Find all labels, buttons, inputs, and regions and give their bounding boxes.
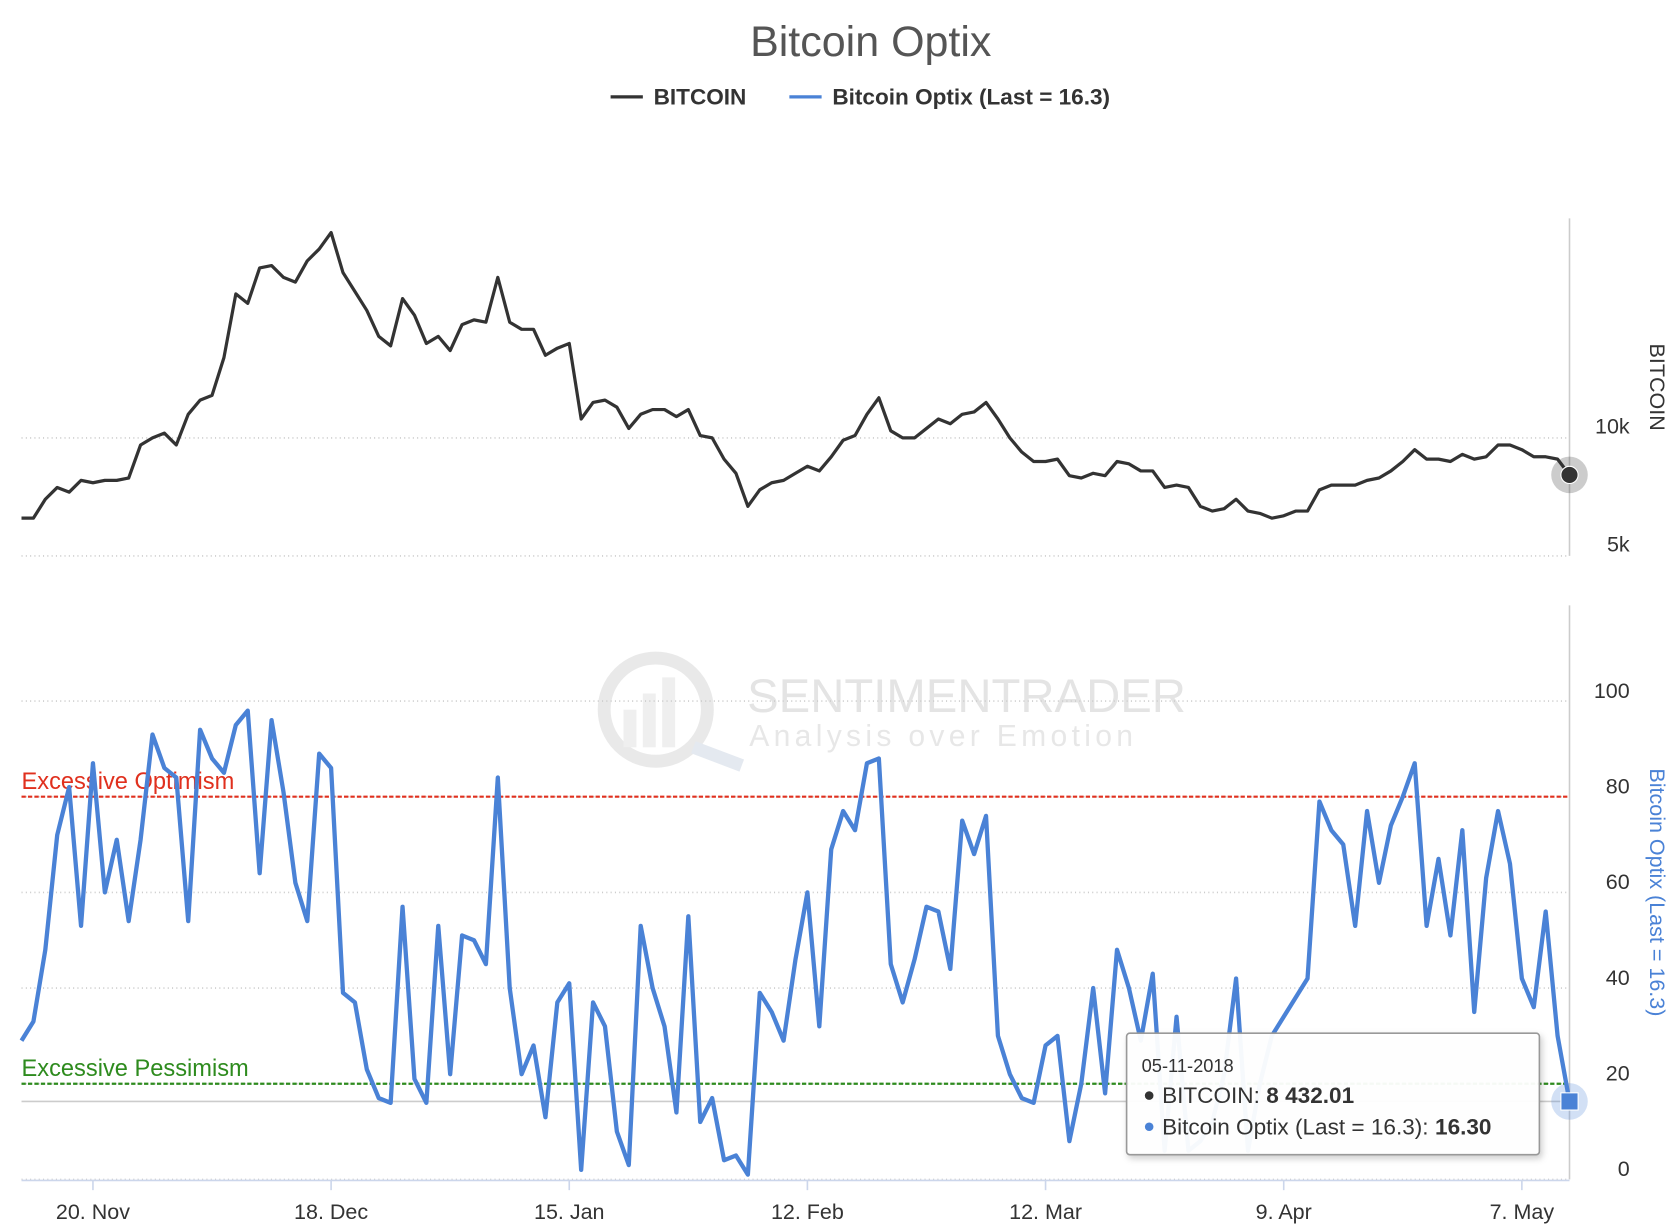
tooltip-value: 8 432.01 — [1266, 1083, 1354, 1108]
watermark-icon — [691, 741, 745, 772]
y-tick-label: 10k — [1595, 415, 1630, 439]
tooltip-label: BITCOIN: — [1162, 1083, 1260, 1108]
watermark-subtitle: Analysis over Emotion — [749, 720, 1137, 753]
tooltip-dot — [1144, 1091, 1154, 1100]
tooltip-box — [1125, 1032, 1541, 1156]
x-tick-label: 15. Jan — [534, 1200, 605, 1224]
tooltip-value: 16.30 — [1435, 1114, 1491, 1139]
series-line — [19, 708, 1572, 1177]
tooltip-title: 05-11-2018 — [1142, 1055, 1234, 1076]
y-axis-title: BITCOIN — [1645, 344, 1669, 431]
tooltip-label: Bitcoin Optix (Last = 16.3): — [1162, 1114, 1429, 1139]
y2-tick-label: 100 — [1594, 679, 1630, 703]
y2-tick-label: 40 — [1606, 966, 1630, 990]
last-marker — [1560, 1092, 1579, 1111]
watermark: SENTIMENTRADER Analysis over Emotion — [597, 651, 1186, 772]
legend-label: Bitcoin Optix (Last = 16.3) — [832, 84, 1110, 109]
y2-tick-label: 0 — [1618, 1157, 1630, 1181]
chart-title: Bitcoin Optix — [750, 18, 992, 66]
x-tick-label: 9. Apr — [1256, 1200, 1312, 1224]
watermark-icon — [623, 709, 637, 748]
plot-line-label: Excessive Optimism — [22, 769, 235, 795]
y2-axis-title: Bitcoin Optix (Last = 16.3) — [1645, 768, 1669, 1016]
y2-tick-label: 60 — [1606, 870, 1630, 894]
last-marker — [1560, 465, 1579, 485]
x-tick-label: 7. May — [1490, 1200, 1555, 1224]
series-line — [21, 230, 1571, 520]
x-tick-label: 18. Dec — [294, 1200, 368, 1224]
tooltip: 05-11-2018 BITCOIN: 8 432.01 Bitcoin Optix … — [1125, 1032, 1541, 1156]
tooltip-dot — [1144, 1122, 1154, 1132]
x-tick-label: 12. Mar — [1009, 1200, 1082, 1224]
watermark-title: SENTIMENTRADER — [747, 670, 1186, 723]
watermark-icon — [662, 677, 676, 748]
y2-tick-label: 20 — [1606, 1062, 1630, 1086]
watermark-icon — [642, 693, 656, 748]
watermark-icon — [597, 651, 714, 768]
legend-label: BITCOIN — [654, 84, 747, 109]
plot-line-label: Excessive Pessimism — [22, 1056, 249, 1082]
y-tick-label: 5k — [1607, 533, 1630, 557]
x-tick-label: 12. Feb — [771, 1200, 844, 1224]
x-tick-label: 20. Nov — [56, 1200, 130, 1224]
y2-tick-label: 80 — [1606, 774, 1630, 798]
